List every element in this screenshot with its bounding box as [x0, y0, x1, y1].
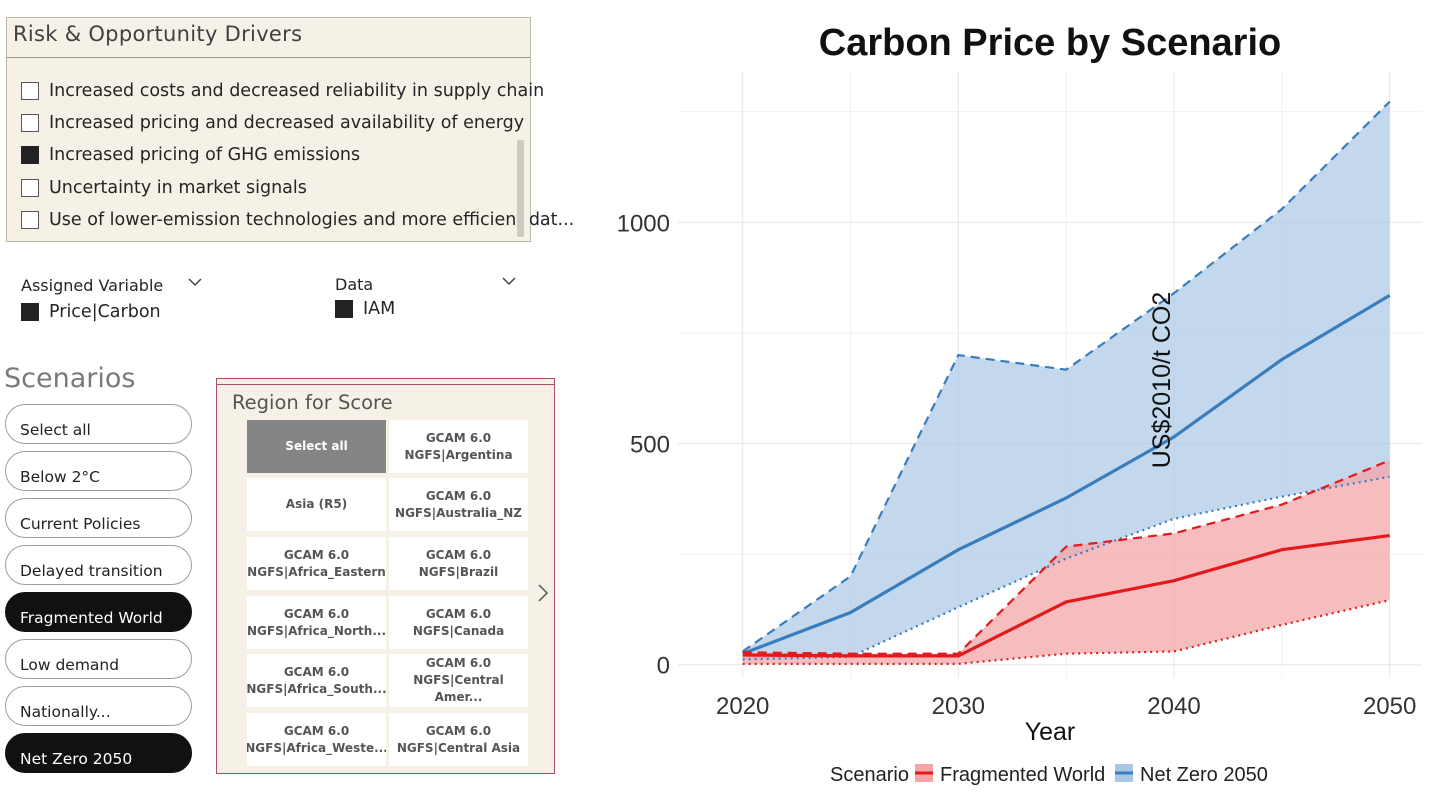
chevron-down-icon[interactable]	[186, 273, 204, 291]
y-tick-label: 1000	[617, 210, 670, 237]
driver-label: Uncertainty in market signals	[49, 178, 307, 198]
drivers-scrollbar[interactable]	[517, 140, 524, 237]
driver-label: Increased costs and decreased reliabilit…	[49, 81, 545, 101]
assigned-variable-slicer: Assigned Variable Price|Carbon	[21, 276, 206, 336]
region-tile-brazil[interactable]: GCAM 6.0 NGFS|Brazil	[389, 537, 528, 590]
assigned-variable-value-label: Price|Carbon	[49, 302, 161, 322]
region-tile-africa-south[interactable]: GCAM 6.0 NGFS|Africa_South...	[247, 654, 386, 707]
scenarios-title: Scenarios	[4, 363, 136, 394]
drivers-title: Risk & Opportunity Drivers	[13, 22, 303, 46]
driver-label: Use of lower-emission technologies and m…	[49, 210, 575, 230]
assigned-variable-label: Assigned Variable	[21, 276, 164, 295]
legend-label-net-zero-2050: Net Zero 2050	[1140, 764, 1268, 786]
region-tile-asia-r5[interactable]: Asia (R5)	[247, 478, 386, 531]
scenario-below-2c[interactable]: Below 2°C	[5, 451, 192, 491]
region-tile-australia-nz[interactable]: GCAM 6.0 NGFS|Australia_NZ	[389, 478, 528, 531]
upper-line-net-zero-2050	[742, 100, 1391, 653]
selected-checkbox[interactable]	[21, 303, 39, 321]
data-slicer: Data IAM	[335, 275, 520, 335]
region-tile-central-asia[interactable]: GCAM 6.0 NGFS|Central Asia	[389, 713, 528, 766]
drivers-divider	[7, 57, 530, 58]
chevron-right-icon[interactable]	[535, 582, 551, 604]
scenario-fragmented-world[interactable]: Fragmented World	[5, 592, 192, 632]
scenario-delayed-transition[interactable]: Delayed transition	[5, 545, 192, 585]
driver-checkbox[interactable]	[21, 179, 39, 197]
data-value[interactable]: IAM	[335, 299, 395, 319]
carbon-price-chart: 0 500 1000 2020 2030 2040 2050 Year US$2010/t …	[560, 0, 1436, 801]
drivers-slicer: Risk & Opportunity Drivers Increased cos…	[6, 17, 574, 242]
median-line-net-zero-2050	[742, 294, 1391, 656]
chart-canvas: 0 500 1000 2020 2030 2040 2050 Year US$2010/t …	[617, 72, 1422, 786]
scenario-net-zero-2050[interactable]: Net Zero 2050	[5, 733, 192, 773]
x-tick-label: 2050	[1363, 693, 1416, 720]
region-tile-africa-eastern[interactable]: GCAM 6.0 NGFS|Africa_Eastern	[247, 537, 386, 590]
driver-item-market-signals[interactable]: Uncertainty in market signals	[21, 175, 307, 201]
region-tile-africa-north[interactable]: GCAM 6.0 NGFS|Africa_North...	[247, 596, 386, 649]
x-axis-title: Year	[1025, 718, 1076, 746]
band-net-zero-2050	[742, 101, 1390, 660]
assigned-variable-value[interactable]: Price|Carbon	[21, 302, 161, 322]
scenario-select-all[interactable]: Select all	[5, 404, 192, 444]
x-tick-label: 2040	[1147, 693, 1200, 720]
driver-item-ghg[interactable]: Increased pricing of GHG emissions	[21, 142, 360, 168]
y-tick-label: 500	[630, 432, 670, 459]
region-tile-select-all[interactable]: Select all	[247, 420, 386, 473]
upper-line-fragmented-world	[742, 459, 1391, 655]
driver-item-low-emission[interactable]: Use of lower-emission technologies and m…	[21, 207, 574, 233]
band-fragmented-world	[742, 460, 1390, 664]
region-tile-argentina[interactable]: GCAM 6.0 NGFS|Argentina	[389, 420, 528, 473]
region-slicer: Region for Score Select all GCAM 6.0 NGF…	[216, 378, 555, 774]
region-tile-africa-western[interactable]: GCAM 6.0 NGFS|Africa_Weste...	[247, 713, 386, 766]
driver-item-energy[interactable]: Increased pricing and decreased availabi…	[21, 110, 524, 136]
region-tile-canada[interactable]: GCAM 6.0 NGFS|Canada	[389, 596, 528, 649]
chart-title: Carbon Price by Scenario	[818, 22, 1282, 64]
chevron-down-icon[interactable]	[500, 272, 518, 290]
region-topline	[217, 384, 554, 385]
legend-label-fragmented-world: Fragmented World	[940, 764, 1105, 786]
data-value-label: IAM	[363, 299, 396, 319]
driver-checkbox[interactable]	[21, 114, 39, 132]
region-title: Region for Score	[232, 391, 393, 414]
scenario-low-demand[interactable]: Low demand	[5, 639, 192, 679]
x-tick-label: 2020	[716, 693, 769, 720]
driver-checkbox[interactable]	[21, 146, 39, 164]
legend-title: Scenario	[830, 764, 909, 786]
y-tick-label: 0	[657, 653, 670, 680]
driver-label: Increased pricing and decreased availabi…	[49, 113, 525, 133]
data-label: Data	[335, 275, 374, 294]
median-line-fragmented-world	[742, 533, 1390, 658]
driver-checkbox[interactable]	[21, 211, 39, 229]
driver-checkbox[interactable]	[21, 82, 39, 100]
x-tick-label: 2030	[932, 693, 985, 720]
scenario-nationally[interactable]: Nationally...	[5, 686, 192, 726]
chart-legend: Scenario Fragmented World Net Zero 2050	[830, 764, 1268, 786]
y-axis-title: US$2010/t CO2	[1148, 292, 1176, 469]
driver-item-supply-chain[interactable]: Increased costs and decreased reliabilit…	[21, 78, 544, 104]
region-tile-central-america[interactable]: GCAM 6.0 NGFS|Central Amer...	[389, 654, 528, 707]
selected-checkbox[interactable]	[335, 300, 353, 318]
driver-label: Increased pricing of GHG emissions	[49, 145, 361, 165]
scenario-current-policies[interactable]: Current Policies	[5, 498, 192, 538]
